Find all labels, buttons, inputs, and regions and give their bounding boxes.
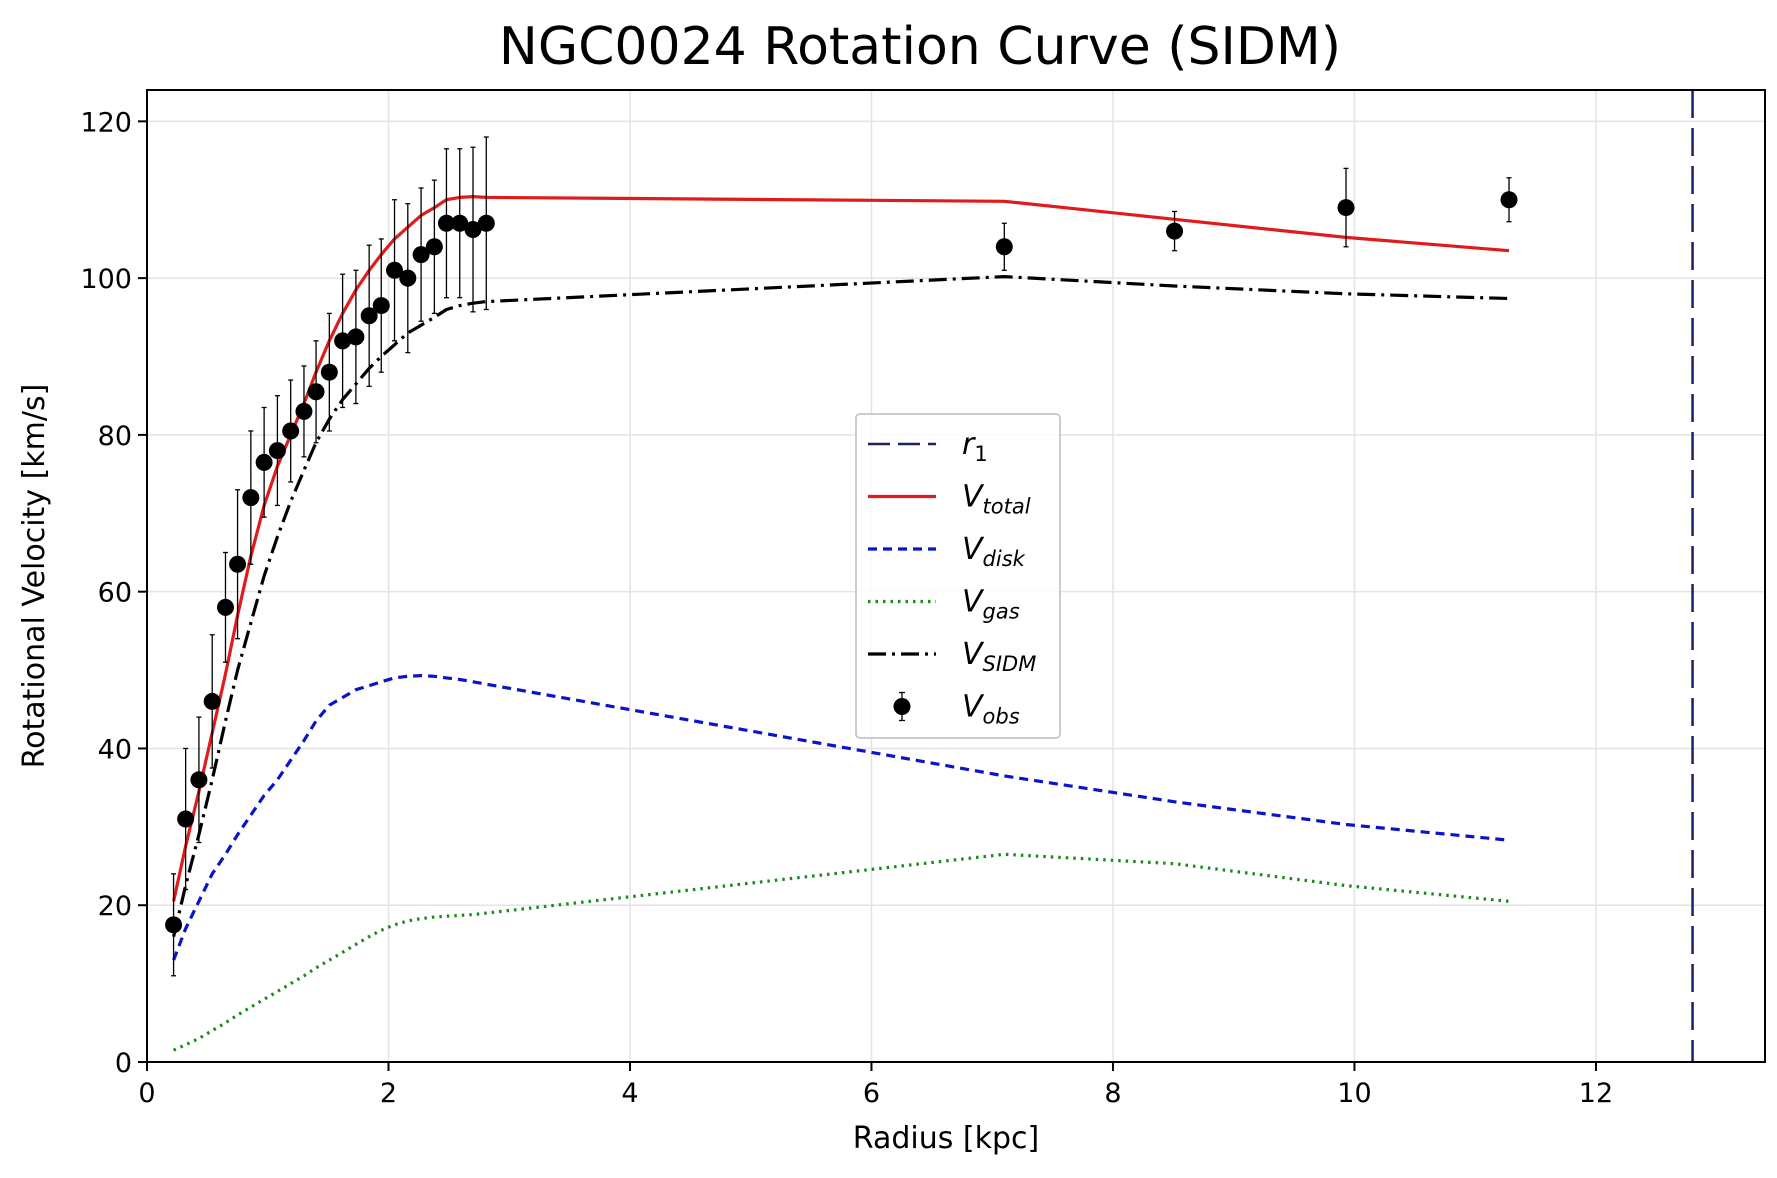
observed-point [255,453,273,471]
legend-label: VSIDM [962,637,1036,676]
observed-point [386,261,404,279]
observed-point [320,363,338,381]
y-tick-label: 60 [98,578,132,609]
observed-point [1166,222,1184,240]
x-tick-label: 6 [863,1078,880,1109]
legend-label-subscript: disk [983,547,1026,571]
x-tick-label: 4 [621,1078,638,1109]
y-tick-label: 40 [98,734,132,765]
legend-label-subscript: obs [983,705,1020,729]
legend-label: Vtotal [962,480,1031,519]
observed-point [165,916,183,934]
observed-point [437,214,455,232]
legend-label-subscript: SIDM [983,652,1037,676]
observed-point [229,555,247,573]
observed-point [190,771,208,789]
legend-entry-v-sidm: VSIDM [868,637,1036,676]
x-tick-label: 10 [1337,1078,1371,1109]
grid-lines [146,90,1765,1063]
observed-point [372,297,390,315]
y-tick-label: 100 [80,264,132,295]
observed-point [425,238,443,256]
x-tick-label: 2 [380,1078,397,1109]
legend-label: Vobs [962,690,1020,729]
v-gas-line [172,852,1510,1052]
y-tick-label: 0 [115,1048,132,1079]
legend-label-main: V [962,637,985,672]
legend-entry-v-disk: Vdisk [868,532,1026,571]
legend-entry-v-obs: Vobs [893,690,1020,729]
x-axis-label: Radius [kpc] [853,1121,1039,1156]
observed-point [295,402,313,420]
observed-point [334,332,352,350]
observed-point [177,810,195,828]
legend-entry-r1: r1 [868,427,988,466]
legend-label: Vgas [962,585,1020,624]
y-tick-label: 120 [80,107,132,138]
observed-point [216,598,234,616]
legend-label-main: V [962,532,985,567]
observed-point [412,246,430,264]
legend-label-main: V [962,585,985,620]
legend-label-main: V [962,690,985,725]
x-tick-label: 8 [1104,1078,1121,1109]
x-tick-label: 0 [138,1078,155,1109]
observed-point [995,238,1013,256]
plot-frame [146,89,1766,1063]
observed-point [1500,191,1518,209]
legend-label: r1 [962,427,988,466]
legend-label-main: V [962,480,985,515]
observed-point [347,328,365,346]
observed-point [307,383,325,401]
legend-entry-v-gas: Vgas [868,585,1020,624]
y-axis-label: Rotational Velocity [km/s] [17,384,52,769]
observed-point [242,489,260,507]
observed-point [282,422,300,440]
observed-points [165,136,1518,977]
y-tick-label: 80 [98,421,132,452]
chart-title: NGC0024 Rotation Curve (SIDM) [499,17,1341,77]
legend-label: Vdisk [962,532,1026,571]
observed-point [268,442,286,460]
legend-label-main: r [962,427,976,462]
legend-label-subscript: 1 [974,442,987,466]
v-disk-line [172,673,1510,961]
legend-entry-v-total: Vtotal [868,480,1031,519]
legend-marker [893,698,911,715]
legend-label-subscript: gas [983,600,1020,624]
observed-point [399,269,417,287]
legend-label-subscript: total [983,495,1031,519]
x-tick-label: 12 [1579,1078,1613,1109]
observed-point [360,307,378,325]
v-sidm-line [172,275,1510,937]
observed-point [464,221,482,239]
y-tick-label: 20 [98,891,132,922]
observed-point [203,692,221,710]
legend-box [855,413,1061,739]
observed-point [477,214,495,232]
observed-point [1337,199,1355,217]
observed-point [451,214,469,232]
